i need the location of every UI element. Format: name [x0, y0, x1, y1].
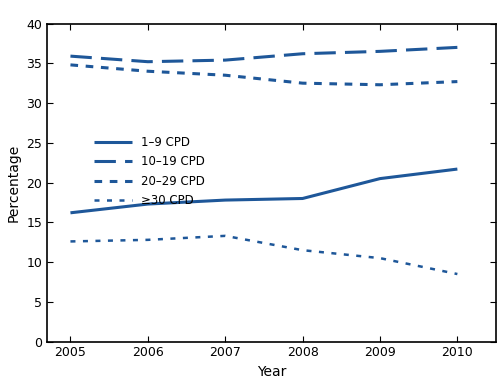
Y-axis label: Percentage: Percentage — [7, 144, 21, 222]
X-axis label: Year: Year — [257, 365, 286, 379]
Legend: 1–9 CPD, 10–19 CPD, 20–29 CPD, ≥30 CPD: 1–9 CPD, 10–19 CPD, 20–29 CPD, ≥30 CPD — [89, 131, 210, 212]
